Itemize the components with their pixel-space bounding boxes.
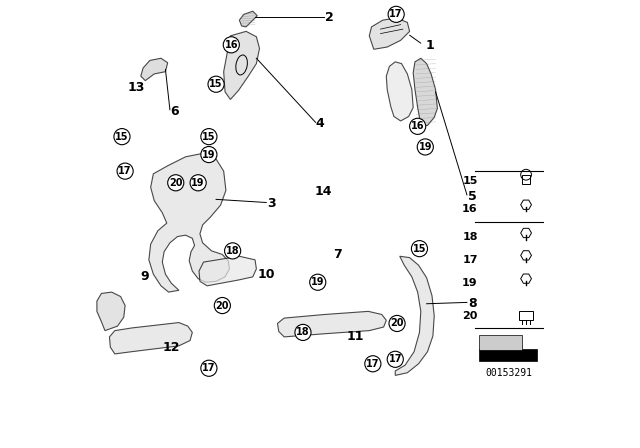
Circle shape bbox=[365, 356, 381, 372]
Polygon shape bbox=[278, 311, 387, 337]
Text: 3: 3 bbox=[267, 197, 276, 210]
Polygon shape bbox=[396, 256, 435, 375]
Polygon shape bbox=[387, 62, 413, 121]
Polygon shape bbox=[109, 323, 192, 354]
Circle shape bbox=[417, 139, 433, 155]
Text: 11: 11 bbox=[347, 330, 364, 344]
Circle shape bbox=[388, 6, 404, 22]
Text: 2: 2 bbox=[325, 10, 334, 24]
Circle shape bbox=[410, 118, 426, 134]
Circle shape bbox=[117, 163, 133, 179]
Polygon shape bbox=[199, 256, 257, 286]
Text: 19: 19 bbox=[311, 277, 324, 287]
Text: 00153291: 00153291 bbox=[486, 368, 532, 378]
Text: 9: 9 bbox=[140, 270, 148, 284]
Circle shape bbox=[310, 274, 326, 290]
Text: 19: 19 bbox=[191, 178, 205, 188]
Text: 20: 20 bbox=[390, 319, 404, 328]
Text: 19: 19 bbox=[202, 150, 216, 159]
Text: 16: 16 bbox=[462, 204, 477, 214]
Circle shape bbox=[214, 297, 230, 314]
Circle shape bbox=[201, 129, 217, 145]
Text: 17: 17 bbox=[389, 9, 403, 19]
Text: 5: 5 bbox=[468, 190, 477, 203]
Text: 15: 15 bbox=[413, 244, 426, 254]
Polygon shape bbox=[369, 18, 410, 49]
Text: 17: 17 bbox=[118, 166, 132, 176]
Text: 20: 20 bbox=[169, 178, 182, 188]
Text: 15: 15 bbox=[462, 177, 477, 186]
Circle shape bbox=[389, 315, 405, 332]
Text: 4: 4 bbox=[316, 116, 324, 130]
Text: 7: 7 bbox=[333, 248, 342, 261]
Text: 17: 17 bbox=[366, 359, 380, 369]
Circle shape bbox=[208, 76, 224, 92]
Circle shape bbox=[387, 351, 403, 367]
Text: 17: 17 bbox=[388, 354, 402, 364]
Text: 6: 6 bbox=[170, 104, 179, 118]
Text: 18: 18 bbox=[226, 246, 239, 256]
Text: 13: 13 bbox=[127, 81, 145, 94]
Text: 12: 12 bbox=[163, 340, 180, 354]
Polygon shape bbox=[141, 58, 168, 81]
Text: 8: 8 bbox=[468, 297, 476, 310]
FancyBboxPatch shape bbox=[479, 335, 522, 350]
Polygon shape bbox=[224, 31, 260, 99]
Polygon shape bbox=[97, 292, 125, 331]
Polygon shape bbox=[239, 11, 257, 27]
Text: 18: 18 bbox=[296, 327, 310, 337]
Text: 16: 16 bbox=[225, 40, 238, 50]
Circle shape bbox=[168, 175, 184, 191]
Polygon shape bbox=[149, 153, 230, 292]
Circle shape bbox=[412, 241, 428, 257]
Circle shape bbox=[225, 243, 241, 259]
FancyBboxPatch shape bbox=[479, 349, 538, 361]
Circle shape bbox=[190, 175, 206, 191]
Text: 17: 17 bbox=[202, 363, 216, 373]
Text: 17: 17 bbox=[462, 255, 477, 265]
Polygon shape bbox=[413, 58, 437, 125]
Text: 14: 14 bbox=[315, 185, 332, 198]
Text: 20: 20 bbox=[462, 311, 477, 321]
Circle shape bbox=[114, 129, 130, 145]
Text: 15: 15 bbox=[209, 79, 223, 89]
Text: 15: 15 bbox=[202, 132, 216, 142]
Circle shape bbox=[201, 146, 217, 163]
Text: 16: 16 bbox=[411, 121, 424, 131]
Circle shape bbox=[223, 37, 239, 53]
Text: 1: 1 bbox=[425, 39, 434, 52]
Text: 19: 19 bbox=[462, 278, 477, 288]
Circle shape bbox=[295, 324, 311, 340]
Text: 10: 10 bbox=[257, 267, 275, 281]
Text: 18: 18 bbox=[462, 233, 477, 242]
Text: 19: 19 bbox=[419, 142, 432, 152]
Circle shape bbox=[201, 360, 217, 376]
Text: 20: 20 bbox=[216, 301, 229, 310]
Text: 15: 15 bbox=[115, 132, 129, 142]
